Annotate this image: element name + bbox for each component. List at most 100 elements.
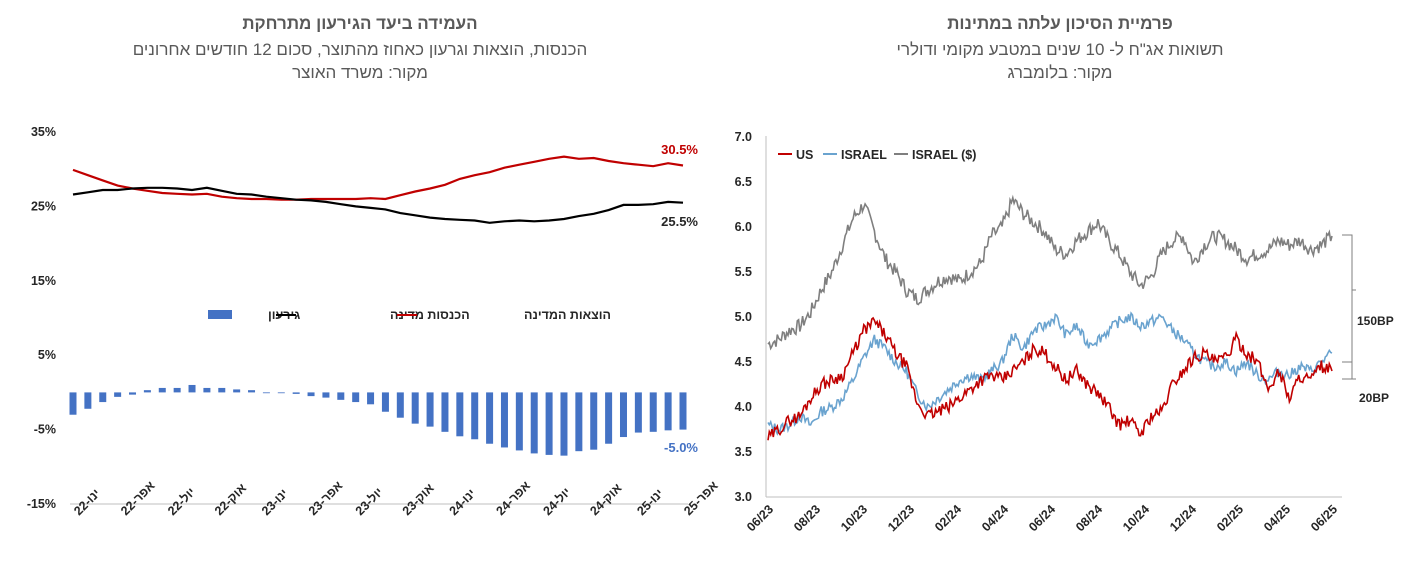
right-y-tick-label: 6.0: [735, 220, 752, 234]
left-x-tick-label: ינו-25: [634, 486, 666, 518]
right-x-axis-ticks: 06/23 08/23 10/23 12/23 02/24 04/24 06/24 08/24…: [744, 502, 1340, 534]
left-x-tick-label: אפר-22: [118, 478, 158, 518]
israel-usd-line: [767, 194, 1333, 351]
annotation-20bp: 20BP: [1359, 391, 1389, 405]
deficit-bar: [605, 392, 613, 444]
deficit-bar: [530, 392, 538, 454]
deficit-bar: [471, 392, 479, 440]
right-x-tick-label: 08/24: [1073, 502, 1105, 534]
right-y-tick-label: 6.5: [735, 175, 752, 189]
deficit-bar: [515, 392, 523, 451]
deficit-bar: [634, 392, 642, 433]
right-x-tick-label: 06/24: [1026, 502, 1058, 534]
right-y-tick-label: 7.0: [735, 130, 752, 144]
left-x-tick-label: ינו-24: [447, 486, 479, 518]
deficit-bar: [456, 392, 464, 437]
right-y-axis-ticks: 7.0 6.5 6.0 5.5 5.0 4.5 4.0 3.5 3.0: [735, 130, 752, 504]
deficit-bar: [545, 392, 553, 455]
deficit-bar: [560, 392, 568, 456]
right-x-tick-label: 06/25: [1308, 502, 1340, 534]
annotation-150bp: 150BP: [1357, 314, 1394, 328]
right-chart-title: פרמיית הסיכון עלתה במתינות: [947, 14, 1173, 33]
deficit-bar: [441, 392, 449, 432]
deficit-bar: [486, 392, 494, 444]
deficit-bar: [575, 392, 583, 452]
deficit-bar: [188, 384, 196, 393]
left-legend: גירעון הכנסות מדינה הוצאות המדינה: [208, 308, 611, 322]
deficit-bar: [411, 392, 419, 424]
revenue-line: [72, 186, 684, 224]
right-y-tick-label: 4.0: [735, 400, 752, 414]
left-chart-source: מקור: משרד האוצר: [292, 63, 428, 82]
left-x-tick-label: יול-22: [165, 485, 198, 518]
left-chart-subtitle: הכנסות, הוצאות וגרעון כאחוז מהתוצר, סכום…: [132, 40, 588, 59]
left-x-tick-label: אוק-23: [400, 481, 437, 518]
deficit-bar: [248, 390, 256, 393]
expenses-line: [72, 155, 684, 201]
deficit-bar: [262, 392, 270, 394]
legend-deficit-swatch: [208, 310, 232, 319]
left-y-tick-label: -5%: [34, 423, 56, 437]
deficit-bar: [337, 392, 345, 400]
deficit-bar: [367, 392, 375, 405]
us-line: [767, 316, 1333, 441]
deficit-bar: [396, 392, 404, 418]
right-x-tick-label: 08/23: [791, 502, 823, 534]
bracket-150bp: 150BP: [1342, 234, 1394, 363]
right-y-tick-label: 3.0: [735, 490, 752, 504]
right-y-tick-label: 3.5: [735, 445, 752, 459]
legend-israel-usd-label: ISRAEL ($): [912, 148, 976, 162]
legend-revenue-label: הכנסות מדינה: [390, 308, 470, 322]
deficit-bar: [218, 387, 226, 393]
deficit-end-label: -5.0%: [664, 440, 698, 455]
deficit-bar: [129, 392, 137, 395]
deficit-bar: [292, 392, 300, 394]
deficit-bar: [664, 392, 672, 431]
right-chart-subtitle: תשואות אג"ח ל- 10 שנים במטבע מקומי ודולר…: [896, 40, 1224, 59]
right-y-tick-label: 5.0: [735, 310, 752, 324]
left-x-tick-label: יול-23: [353, 485, 386, 518]
right-x-tick-label: 04/24: [979, 502, 1011, 534]
deficit-bar: [322, 392, 330, 398]
deficit-bar: [84, 392, 92, 409]
right-y-tick-label: 4.5: [735, 355, 752, 369]
deficit-bar: [143, 390, 151, 393]
right-x-tick-label: 12/24: [1167, 502, 1199, 534]
deficit-bar: [381, 392, 389, 412]
legend-expenses-label: הוצאות המדינה: [524, 308, 611, 322]
israel-line: [767, 311, 1333, 436]
left-x-tick-label: אפר-23: [306, 478, 346, 518]
left-x-tick-label: יול-24: [540, 485, 573, 518]
right-chart-source: מקור: בלומברג: [1007, 63, 1113, 82]
deficit-bar: [590, 392, 598, 450]
left-y-tick-label: 25%: [31, 199, 56, 213]
right-x-tick-label: 10/23: [838, 502, 870, 534]
expenses-end-label: 30.5%: [661, 142, 698, 157]
left-x-tick-label: ינו-23: [259, 486, 291, 518]
deficit-bar: [203, 387, 211, 393]
deficit-bar: [99, 392, 107, 403]
left-y-tick-label: -15%: [27, 497, 56, 511]
fiscal-chart: 35% 25% 15% 5% -5% -15% ינו-22 אפר-22 יול-22 אוק…: [27, 125, 720, 518]
deficit-bar: [500, 392, 508, 448]
left-x-axis-ticks: ינו-22 אפר-22 יול-22 אוק-22 ינו-23 אפר-23 יול-…: [71, 478, 720, 518]
left-x-tick-label: אוק-24: [587, 481, 624, 518]
right-y-tick-label: 5.5: [735, 265, 752, 279]
deficit-bar: [426, 392, 434, 427]
deficit-bar: [649, 392, 657, 432]
left-y-axis-ticks: 35% 25% 15% 5% -5% -15%: [27, 125, 56, 511]
left-x-tick-label: ינו-22: [71, 486, 103, 518]
left-chart-title: העמידה ביעד הגירעון מתרחקת: [242, 14, 478, 33]
right-x-tick-label: 02/24: [932, 502, 964, 534]
legend-us-label: US: [796, 148, 813, 162]
right-x-tick-label: 10/24: [1120, 502, 1152, 534]
legend-israel-label: ISRAEL: [841, 148, 887, 162]
left-y-tick-label: 15%: [31, 274, 56, 288]
deficit-bar: [307, 392, 315, 397]
deficit-bar: [114, 392, 122, 397]
left-x-tick-label: אוק-22: [212, 481, 249, 518]
deficit-bar: [233, 389, 241, 393]
deficit-bar: [173, 387, 181, 393]
deficit-bar: [352, 392, 360, 403]
left-x-tick-label: אפר-24: [494, 478, 534, 518]
